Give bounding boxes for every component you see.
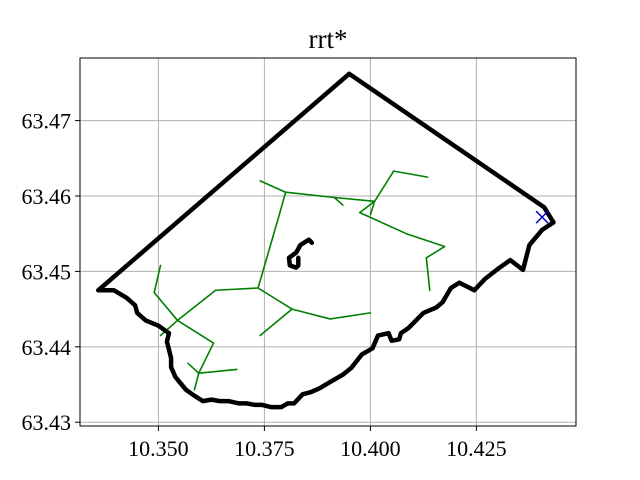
goal-layer <box>535 210 549 224</box>
y-tick-label: 63.43 <box>22 410 72 435</box>
y-tick-label: 63.44 <box>22 335 72 360</box>
x-tick-label: 10.425 <box>446 436 507 461</box>
tree-edge <box>358 200 376 214</box>
y-tick-label: 63.47 <box>22 109 72 134</box>
tree-edge <box>369 200 376 216</box>
tree-edge <box>187 362 200 375</box>
y-tick-label: 63.45 <box>22 259 72 284</box>
chart-title: rrt* <box>309 24 348 54</box>
goal-marker-stroke <box>535 210 549 224</box>
tree-edge <box>425 245 446 259</box>
tree-edge <box>358 211 408 235</box>
tree-edge <box>259 308 293 337</box>
tree-edge <box>405 232 446 248</box>
x-tick-label: 10.400 <box>340 436 401 461</box>
tree-edge <box>259 180 287 194</box>
tree-edge <box>197 342 215 375</box>
y-axis: 63.43 63.44 63.45 63.46 63.47 <box>22 109 80 435</box>
tree-edge <box>257 287 293 310</box>
tree-edge <box>214 287 259 292</box>
tree-edge <box>333 196 344 206</box>
tree-edge <box>329 312 372 320</box>
y-tick-label: 63.46 <box>22 184 72 209</box>
x-tick-label: 10.375 <box>234 436 295 461</box>
island-obstacle <box>286 237 315 270</box>
grid <box>80 58 576 426</box>
tree-edge <box>197 368 238 375</box>
tree-edge <box>153 264 162 294</box>
tree-edges <box>153 170 446 391</box>
tree-edge <box>425 257 431 292</box>
tree-edge <box>278 191 287 216</box>
tree-edge <box>176 319 215 344</box>
tree-edge <box>176 289 217 322</box>
tree-edge <box>153 291 179 322</box>
plot-frame <box>79 57 577 427</box>
x-tick-label: 10.350 <box>128 436 189 461</box>
tree-edge <box>159 319 179 337</box>
tree-edge <box>333 196 376 203</box>
boundary-layer <box>95 71 556 410</box>
tree-edge <box>392 170 429 178</box>
x-axis: 10.350 10.375 10.400 10.425 <box>128 426 507 461</box>
tree-edge <box>193 372 200 391</box>
tree-edge <box>257 214 281 289</box>
tree-edge <box>291 308 331 320</box>
tree-edge <box>284 191 336 199</box>
boundary-polygon <box>95 71 556 410</box>
tree-edge <box>373 170 395 203</box>
